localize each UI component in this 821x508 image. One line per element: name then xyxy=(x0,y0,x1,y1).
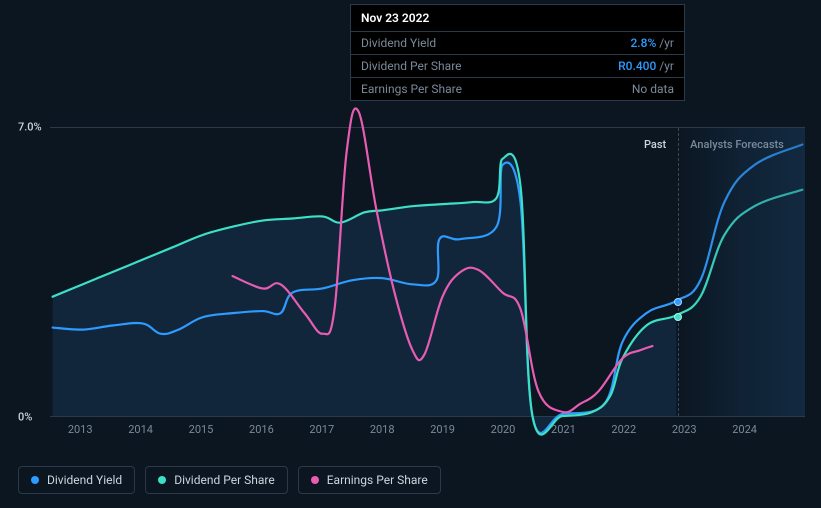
plot-area: Past Analysts Forecasts xyxy=(50,127,805,417)
chart-tooltip: Nov 23 2022 Dividend Yield2.8% /yrDivide… xyxy=(350,4,685,101)
series-marker xyxy=(674,313,682,321)
tooltip-label: Earnings Per Share xyxy=(361,82,632,96)
tooltip-row: Earnings Per ShareNo data xyxy=(351,78,684,100)
x-axis-label: 2020 xyxy=(491,423,516,436)
legend-item[interactable]: Dividend Yield xyxy=(18,466,135,494)
x-axis-label: 2018 xyxy=(370,423,395,436)
tooltip-value: R0.400 xyxy=(618,59,656,73)
legend-item[interactable]: Earnings Per Share xyxy=(298,466,441,494)
x-axis-label: 2022 xyxy=(611,423,636,436)
legend-dot-icon xyxy=(311,476,319,484)
legend-dot-icon xyxy=(158,476,166,484)
tooltip-label: Dividend Yield xyxy=(361,36,630,50)
y-axis-label: 7.0% xyxy=(18,121,28,134)
dividend-chart: Past Analysts Forecasts 2013 2014 2015 2016 2… xyxy=(18,105,808,445)
tooltip-date: Nov 23 2022 xyxy=(351,5,684,32)
legend-label: Dividend Yield xyxy=(47,473,122,487)
region-label-past: Past xyxy=(644,138,666,151)
legend-dot-icon xyxy=(31,476,39,484)
tooltip-row: Dividend Per ShareR0.400 /yr xyxy=(351,55,684,78)
tooltip-unit: /yr xyxy=(659,36,674,50)
legend-label: Dividend Per Share xyxy=(174,473,275,487)
area-fill xyxy=(53,154,677,435)
legend-label: Earnings Per Share xyxy=(327,473,428,487)
x-axis-label: 2015 xyxy=(189,423,214,436)
x-axis-label: 2013 xyxy=(68,423,93,436)
legend-item[interactable]: Dividend Per Share xyxy=(145,466,288,494)
forecast-shade xyxy=(678,128,805,416)
series-marker xyxy=(674,298,682,306)
chart-legend: Dividend Yield Dividend Per Share Earnings… xyxy=(18,466,441,494)
tooltip-value: 2.8% xyxy=(630,36,656,50)
x-axis-label: 2016 xyxy=(249,423,274,436)
region-label-forecast: Analysts Forecasts xyxy=(690,138,784,151)
x-axis-label: 2023 xyxy=(672,423,697,436)
y-axis-label: 0% xyxy=(18,411,28,424)
x-axis-label: 2017 xyxy=(309,423,334,436)
forecast-divider xyxy=(678,128,679,416)
x-axis-label: 2019 xyxy=(430,423,455,436)
x-axis-label: 2024 xyxy=(732,423,757,436)
tooltip-nodata: No data xyxy=(632,82,674,96)
x-axis-label: 2014 xyxy=(128,423,153,436)
x-axis-label: 2021 xyxy=(551,423,576,436)
tooltip-row: Dividend Yield2.8% /yr xyxy=(351,32,684,55)
tooltip-label: Dividend Per Share xyxy=(361,59,618,73)
tooltip-unit: /yr xyxy=(659,59,674,73)
